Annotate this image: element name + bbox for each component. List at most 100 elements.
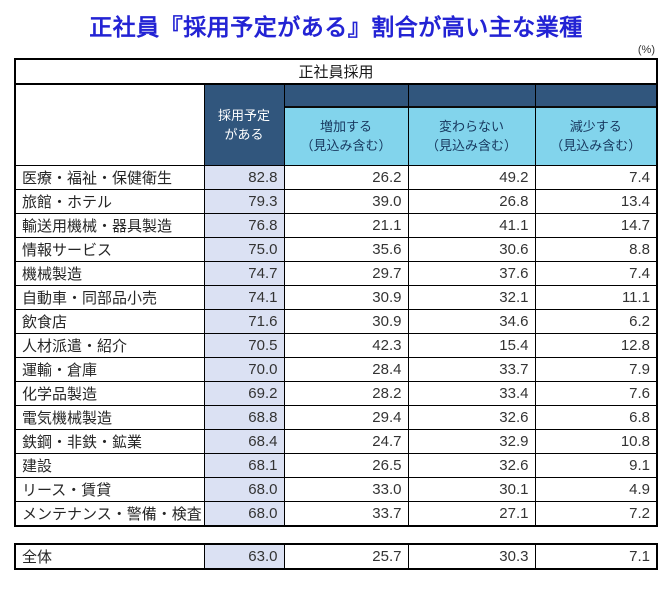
table-row: 医療・福祉・保健衛生 82.8 26.2 49.2 7.4 bbox=[14, 165, 658, 190]
planned-value-cell: 79.3 bbox=[203, 189, 285, 214]
total-row: 全体 63.0 25.7 30.3 7.1 bbox=[14, 543, 658, 570]
table-row: 旅館・ホテル 79.3 39.0 26.8 13.4 bbox=[14, 189, 658, 214]
decrease-value-cell: 7.4 bbox=[534, 261, 658, 286]
industry-cell: リース・賃貸 bbox=[14, 477, 205, 502]
unchanged-value-cell: 27.1 bbox=[407, 501, 536, 527]
increase-header-line1: 増加する bbox=[319, 118, 372, 134]
table-container: (%) 正社員採用 採用予定 がある 増加する （見込み含む） 変 bbox=[14, 43, 659, 570]
decrease-value-cell: 4.9 bbox=[534, 477, 658, 502]
increase-value-cell: 29.4 bbox=[283, 405, 409, 430]
increase-value-cell: 28.4 bbox=[283, 357, 409, 382]
table-row: 鉄鋼・非鉄・鉱業 68.4 24.7 32.9 10.8 bbox=[14, 429, 658, 454]
unchanged-value-cell: 32.6 bbox=[407, 405, 536, 430]
decrease-header-box: 減少する （見込み含む） bbox=[536, 106, 657, 165]
main-table: 正社員採用 採用予定がある 増加する （見込み含む） 変わらない （見込み含む） bbox=[14, 58, 659, 527]
column-header-row: 採用予定がある 増加する （見込み含む） 変わらない （見込み含む） 減少する bbox=[14, 83, 658, 166]
planned-value-cell: 75.0 bbox=[203, 237, 285, 262]
industry-cell: 鉄鋼・非鉄・鉱業 bbox=[14, 429, 205, 454]
industry-cell: 輸送用機械・器具製造 bbox=[14, 213, 205, 238]
decrease-header-line2: （見込み含む） bbox=[550, 137, 642, 153]
unchanged-value-cell: 32.1 bbox=[407, 285, 536, 310]
planned-value-cell: 74.7 bbox=[203, 261, 285, 286]
planned-value-cell: 69.2 bbox=[203, 381, 285, 406]
increase-value-cell: 28.2 bbox=[283, 381, 409, 406]
increase-value-cell: 26.2 bbox=[283, 165, 409, 190]
planned-value-cell: 68.0 bbox=[203, 501, 285, 527]
total-unchanged-cell: 30.3 bbox=[407, 543, 536, 570]
industry-cell: 飲食店 bbox=[14, 309, 205, 334]
page-title: 正社員『採用予定がある』割合が高い主な業種 bbox=[89, 14, 583, 40]
increase-value-cell: 21.1 bbox=[283, 213, 409, 238]
unchanged-value-cell: 33.4 bbox=[407, 381, 536, 406]
unchanged-value-cell: 34.6 bbox=[407, 309, 536, 334]
decrease-value-cell: 14.7 bbox=[534, 213, 658, 238]
unchanged-header-line1: 変わらない bbox=[438, 118, 504, 134]
increase-header-line2: （見込み含む） bbox=[300, 137, 392, 153]
total-planned-cell: 63.0 bbox=[203, 543, 285, 570]
decrease-value-cell: 13.4 bbox=[534, 189, 658, 214]
industry-rows: 医療・福祉・保健衛生 82.8 26.2 49.2 7.4 旅館・ホテル 79.3 39.0 2… bbox=[14, 165, 658, 527]
total-table: 全体 63.0 25.7 30.3 7.1 bbox=[14, 543, 658, 570]
industry-cell: 建設 bbox=[14, 453, 205, 478]
unchanged-value-cell: 30.1 bbox=[407, 477, 536, 502]
table-row: 人材派遣・紹介 70.5 42.3 15.4 12.8 bbox=[14, 333, 658, 358]
unchanged-value-cell: 41.1 bbox=[407, 213, 536, 238]
planned-header: 採用予定 がある bbox=[203, 83, 285, 166]
increase-value-cell: 35.6 bbox=[283, 237, 409, 262]
planned-value-cell: 68.0 bbox=[203, 477, 285, 502]
industry-cell: 化学品製造 bbox=[14, 381, 205, 406]
table-row: 情報サービス 75.0 35.6 30.6 8.8 bbox=[14, 237, 658, 262]
decrease-value-cell: 11.1 bbox=[534, 285, 658, 310]
industry-cell: 自動車・同部品小売 bbox=[14, 285, 205, 310]
increase-value-cell: 24.7 bbox=[283, 429, 409, 454]
increase-value-cell: 30.9 bbox=[283, 285, 409, 310]
industry-cell: 機械製造 bbox=[14, 261, 205, 286]
decrease-value-cell: 7.9 bbox=[534, 357, 658, 382]
increase-value-cell: 26.5 bbox=[283, 453, 409, 478]
total-increase-cell: 25.7 bbox=[283, 543, 409, 570]
unchanged-value-cell: 30.6 bbox=[407, 237, 536, 262]
table-row: 電気機械製造 68.8 29.4 32.6 6.8 bbox=[14, 405, 658, 430]
unchanged-header: 変わらない （見込み含む） bbox=[407, 83, 536, 166]
unchanged-value-cell: 32.6 bbox=[407, 453, 536, 478]
decrease-header: 減少する （見込み含む） bbox=[534, 83, 658, 166]
table-row: 機械製造 74.7 29.7 37.6 7.4 bbox=[14, 261, 658, 286]
planned-value-cell: 71.6 bbox=[203, 309, 285, 334]
planned-header-line1: 採用予定 bbox=[217, 107, 270, 123]
industry-cell: 旅館・ホテル bbox=[14, 189, 205, 214]
unchanged-value-cell: 26.8 bbox=[407, 189, 536, 214]
industry-cell: 情報サービス bbox=[14, 237, 205, 262]
total-decrease-cell: 7.1 bbox=[534, 543, 658, 570]
industry-cell: メンテナンス・警備・検査 bbox=[14, 501, 205, 527]
unchanged-value-cell: 49.2 bbox=[407, 165, 536, 190]
industry-cell: 医療・福祉・保健衛生 bbox=[14, 165, 205, 190]
table-row: メンテナンス・警備・検査 68.0 33.7 27.1 7.2 bbox=[14, 501, 658, 527]
planned-value-cell: 68.8 bbox=[203, 405, 285, 430]
unchanged-header-line2: （見込み含む） bbox=[425, 137, 517, 153]
unchanged-value-cell: 32.9 bbox=[407, 429, 536, 454]
planned-value-cell: 68.4 bbox=[203, 429, 285, 454]
unit-label: (%) bbox=[637, 44, 655, 56]
unchanged-header-box: 変わらない （見込み含む） bbox=[409, 106, 534, 165]
decrease-header-line1: 減少する bbox=[569, 118, 622, 134]
decrease-value-cell: 8.8 bbox=[534, 237, 658, 262]
table-row: 建設 68.1 26.5 32.6 9.1 bbox=[14, 453, 658, 478]
planned-value-cell: 70.5 bbox=[203, 333, 285, 358]
planned-value-cell: 70.0 bbox=[203, 357, 285, 382]
table-row: 化学品製造 69.2 28.2 33.4 7.6 bbox=[14, 381, 658, 406]
industry-cell: 電気機械製造 bbox=[14, 405, 205, 430]
table-row: 輸送用機械・器具製造 76.8 21.1 41.1 14.7 bbox=[14, 213, 658, 238]
group-header: 正社員採用 bbox=[14, 58, 658, 85]
table-row: リース・賃貸 68.0 33.0 30.1 4.9 bbox=[14, 477, 658, 502]
decrease-value-cell: 6.2 bbox=[534, 309, 658, 334]
table-row: 飲食店 71.6 30.9 34.6 6.2 bbox=[14, 309, 658, 334]
decrease-value-cell: 6.8 bbox=[534, 405, 658, 430]
increase-value-cell: 42.3 bbox=[283, 333, 409, 358]
industry-cell: 運輸・倉庫 bbox=[14, 357, 205, 382]
planned-value-cell: 68.1 bbox=[203, 453, 285, 478]
planned-header-line2: がある bbox=[224, 127, 264, 142]
unchanged-value-cell: 37.6 bbox=[407, 261, 536, 286]
industry-cell: 人材派遣・紹介 bbox=[14, 333, 205, 358]
group-header-row: 正社員採用 bbox=[14, 58, 658, 85]
decrease-value-cell: 7.6 bbox=[534, 381, 658, 406]
